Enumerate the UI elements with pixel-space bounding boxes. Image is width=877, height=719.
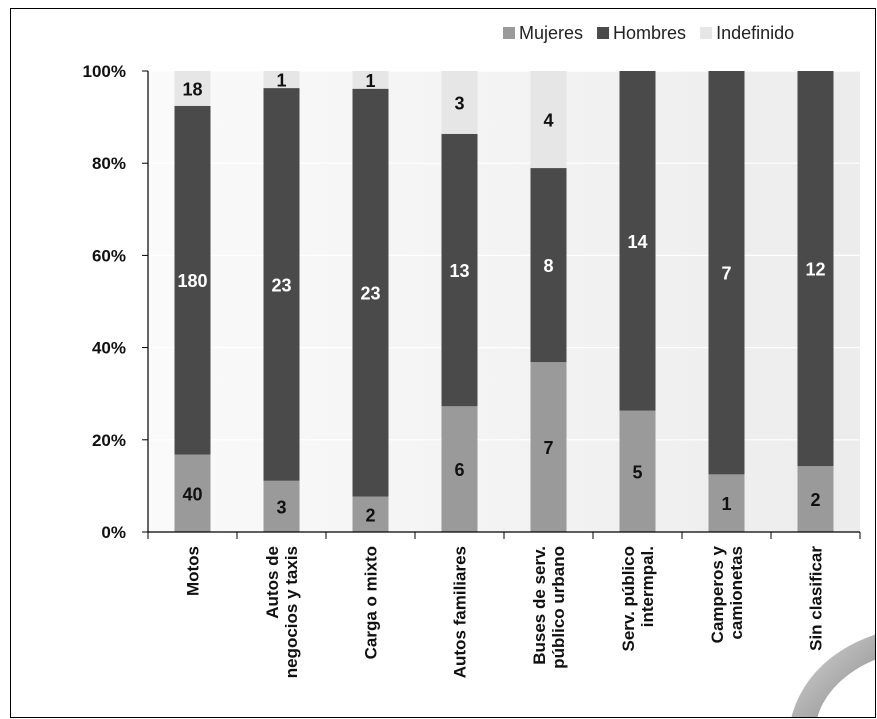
category-label: camionetas [727, 546, 746, 640]
bar-hombres [174, 105, 211, 455]
data-label: 8 [543, 256, 553, 276]
bar-mujeres [263, 480, 300, 532]
stacked-bar-chart: 0%20%40%60%80%100%4018018323122316133784… [83, 23, 875, 717]
bar-hombres [797, 71, 834, 467]
bar-hombres [263, 88, 300, 481]
data-label: 180 [177, 271, 207, 291]
bar-hombres [619, 71, 656, 411]
legend-swatch [503, 27, 515, 39]
legend-label: Indefinido [716, 23, 794, 43]
data-label: 40 [182, 484, 202, 504]
legend-label: Mujeres [519, 23, 583, 43]
y-tick-label: 40% [92, 339, 126, 358]
category-label: Carga o mixto [362, 546, 381, 659]
plot-area: 0%20%40%60%80%100%4018018323122316133784… [83, 62, 861, 678]
data-label: 6 [454, 460, 464, 480]
bar-hombres [530, 168, 567, 363]
category-label: Buses de serv. [530, 546, 549, 665]
y-tick-label: 80% [92, 154, 126, 173]
bar-mujeres [530, 362, 567, 532]
decorative-swoosh [791, 634, 875, 717]
bar-hombres [708, 71, 745, 475]
y-tick-label: 20% [92, 431, 126, 450]
bar-indefinido [174, 71, 211, 106]
data-label: 3 [276, 497, 286, 517]
data-label: 3 [454, 93, 464, 113]
category-label: Autos de [263, 546, 282, 619]
bar-mujeres [619, 410, 656, 532]
data-label: 23 [360, 284, 380, 304]
data-label: 2 [365, 505, 375, 525]
data-label: 18 [182, 79, 202, 99]
data-label: 23 [271, 275, 291, 295]
legend-label: Hombres [613, 23, 686, 43]
category-label: Autos familiares [451, 546, 470, 678]
y-tick-label: 0% [101, 523, 126, 542]
bar-indefinido [352, 71, 389, 89]
bar-mujeres [441, 406, 478, 532]
data-label: 12 [805, 260, 825, 280]
category-label: negocios y taxis [282, 546, 301, 678]
bar-mujeres [708, 474, 745, 532]
bar-mujeres [352, 496, 389, 532]
category-label: Camperos y [708, 545, 727, 643]
bar-indefinido [530, 71, 567, 169]
category-label: intermpal. [638, 546, 657, 627]
bar-mujeres [174, 454, 211, 532]
bar-hombres [352, 88, 389, 497]
bar-mujeres [797, 466, 834, 532]
data-label: 7 [543, 438, 553, 458]
bar-hombres [441, 133, 478, 407]
bar-indefinido [263, 71, 300, 89]
category-label: público urbano [549, 546, 568, 669]
bar-indefinido [441, 71, 478, 134]
y-tick-label: 100% [83, 62, 126, 81]
y-tick-label: 60% [92, 246, 126, 265]
legend-swatch [597, 27, 610, 39]
chart-frame: 0% 20% 40% 60% 80% 100% 40 180 18 3 23 1 2 23 1 6 13 3 7 8 4… [10, 8, 876, 718]
data-label: 1 [721, 494, 731, 514]
data-label: 1 [365, 71, 375, 91]
data-label: 7 [721, 264, 731, 284]
category-label: Sin clasificar [807, 546, 826, 651]
data-label: 13 [449, 261, 469, 281]
legend: Mujeres Hombres Indefinido [503, 23, 794, 43]
data-label: 5 [632, 462, 642, 482]
legend-swatch [700, 27, 713, 39]
data-label: 4 [543, 111, 553, 131]
data-label: 1 [276, 71, 286, 91]
category-label: Serv. público [619, 546, 638, 652]
data-label: 14 [627, 232, 647, 252]
plot-background [148, 71, 860, 532]
category-label: Motos [184, 546, 203, 596]
data-label: 2 [810, 490, 820, 510]
